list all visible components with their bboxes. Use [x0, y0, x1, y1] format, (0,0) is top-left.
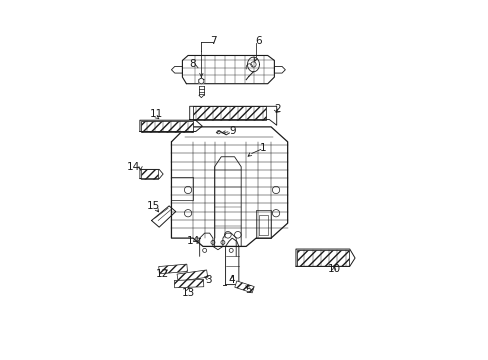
Text: 11: 11: [150, 109, 163, 119]
Bar: [159, 264, 187, 274]
Text: 3: 3: [204, 275, 211, 285]
Text: 2: 2: [274, 104, 281, 114]
Text: 7: 7: [209, 36, 216, 46]
Bar: [177, 270, 207, 281]
Bar: [234, 281, 254, 293]
Text: 6: 6: [255, 36, 262, 46]
Text: 8: 8: [189, 59, 196, 69]
Text: 13: 13: [181, 288, 194, 298]
Text: 4: 4: [228, 275, 235, 285]
Bar: [140, 169, 158, 179]
Text: 15: 15: [147, 201, 160, 211]
Bar: [141, 121, 192, 131]
Polygon shape: [198, 78, 203, 84]
Bar: [174, 279, 203, 288]
Text: 12: 12: [156, 269, 169, 279]
Text: 14: 14: [127, 162, 140, 172]
Text: 14: 14: [187, 237, 200, 247]
Text: 1: 1: [260, 143, 266, 153]
Text: 9: 9: [228, 126, 235, 136]
Bar: [297, 250, 348, 266]
Bar: [193, 106, 265, 120]
Text: 10: 10: [327, 264, 340, 274]
Text: 5: 5: [245, 284, 252, 294]
